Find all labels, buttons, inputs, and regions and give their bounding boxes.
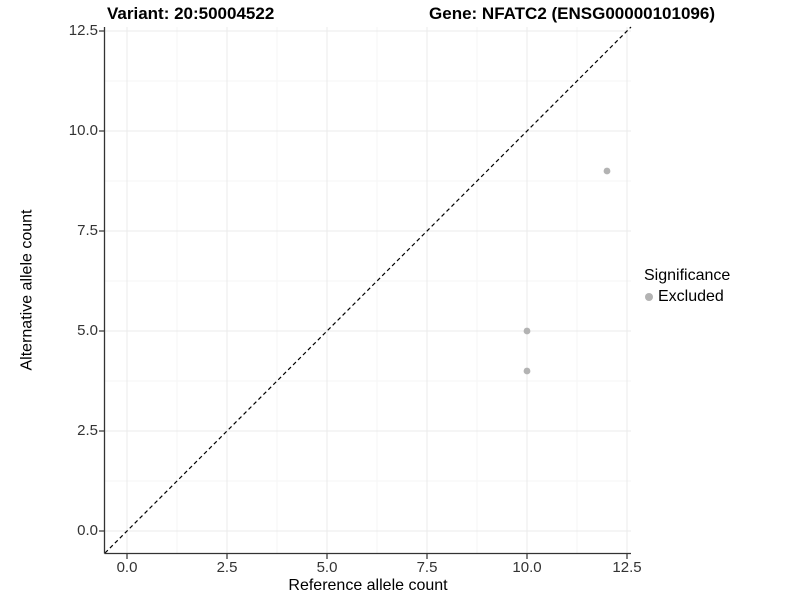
legend-item-excluded: Excluded [644,287,730,306]
variant-title: Variant: 20:50004522 [107,4,275,23]
x-tick-label: 5.0 [316,559,338,576]
legend: Significance Excluded [644,266,730,306]
y-tick-label: 2.5 [77,422,98,439]
y-tick-label: 5.0 [77,322,98,339]
plot-title: Variant: 20:50004522 Gene: NFATC2 (ENSG0… [107,4,715,24]
x-tick-label: 2.5 [216,559,238,576]
x-tick-label: 0.0 [116,559,138,576]
gene-title: Gene: NFATC2 (ENSG00000101096) [429,4,715,23]
x-tick-label: 10.0 [512,559,542,576]
y-tick-label: 7.5 [77,222,98,239]
identity-reference-line [104,26,632,554]
x-axis-title: Reference allele count [288,577,448,594]
y-tick-label: 0.0 [77,522,98,539]
data-point [523,327,531,335]
y-tick-label: 10.0 [68,122,98,139]
y-tick-label: 12.5 [68,22,98,39]
data-point [523,367,531,375]
x-tick-label: 7.5 [416,559,438,576]
y-axis-title-text: Alternative allele count [18,209,36,371]
legend-point-icon [645,292,653,301]
legend-title: Significance [644,267,731,284]
x-tick-label: 12.5 [612,559,642,576]
data-point [603,167,611,175]
legend-item-label: Excluded [658,288,724,305]
